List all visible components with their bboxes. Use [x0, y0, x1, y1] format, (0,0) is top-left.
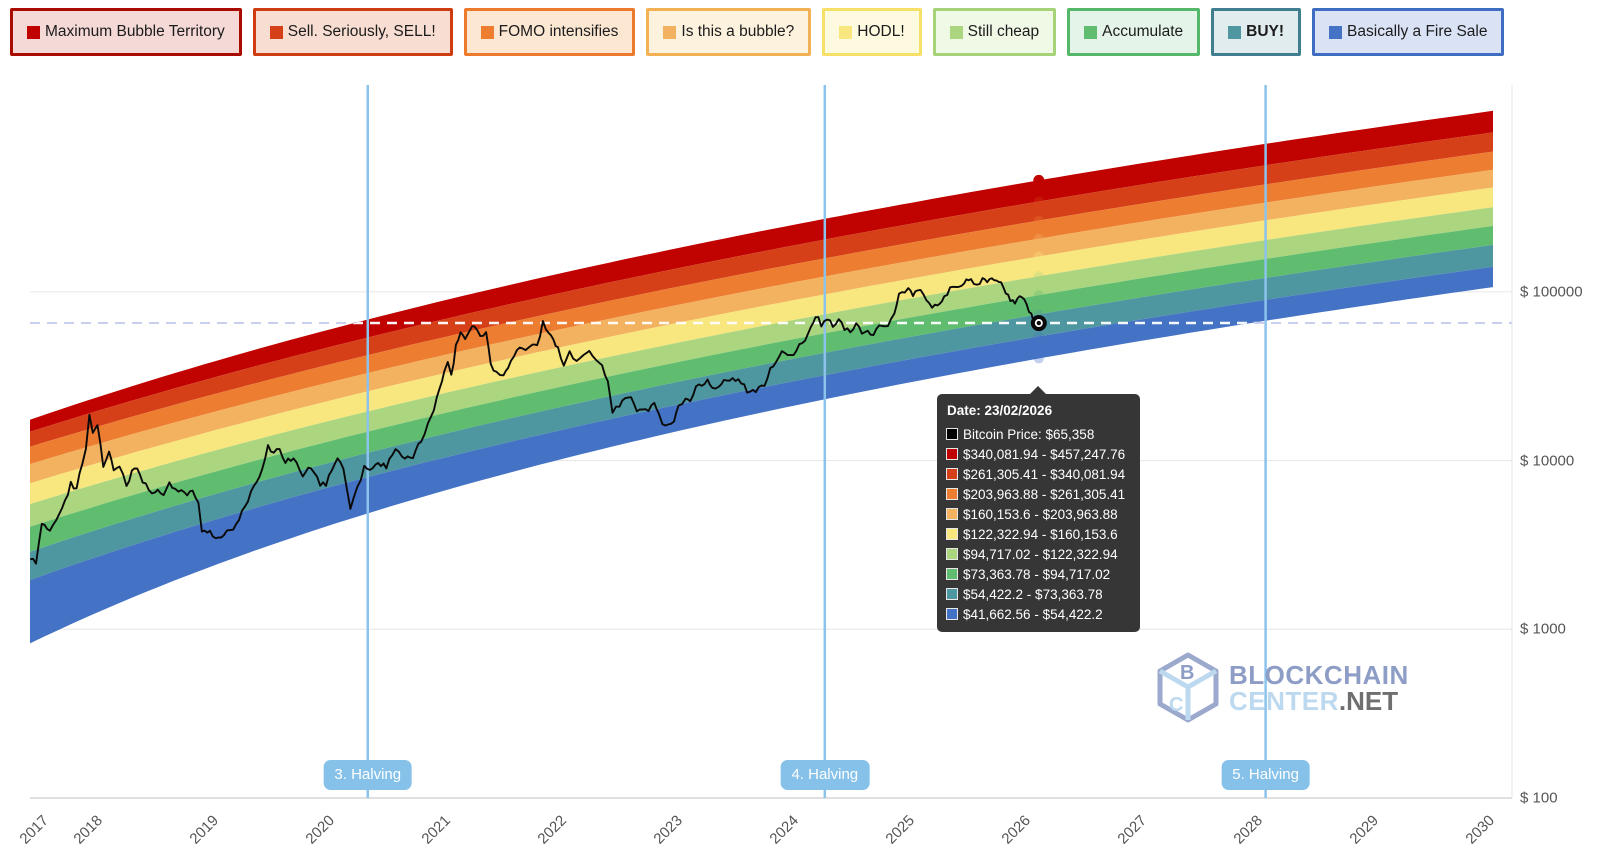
legend-chip-8[interactable]: Basically a Fire Sale — [1312, 8, 1505, 56]
legend-chip-label: FOMO intensifies — [498, 23, 619, 40]
legend-chip-7[interactable]: BUY! — [1211, 8, 1302, 56]
cube-letter-b: B — [1180, 662, 1194, 684]
y-axis-tick-label: $ 100000 — [1520, 283, 1583, 301]
tooltip-row-band-range: $94,717.02 - $122,322.94 — [946, 544, 1131, 564]
tooltip-color-swatch-icon — [946, 528, 958, 540]
y-axis-tick-label: $ 100 — [1520, 789, 1558, 807]
legend-chip-3[interactable]: Is this a bubble? — [646, 8, 812, 56]
tooltip-row-band-range: $160,153.6 - $203,963.88 — [946, 504, 1131, 524]
tooltip-row-text: $54,422.2 - $73,363.78 — [963, 586, 1103, 602]
tooltip-row-text: $73,363.78 - $94,717.02 — [963, 566, 1111, 582]
bitcoin-price-hover-dot-core — [1036, 320, 1042, 326]
tooltip-row-text: $261,305.41 - $340,081.94 — [963, 466, 1126, 482]
logo-text-blockchain: BLOCKCHAIN — [1229, 659, 1409, 690]
legend-chip-label: Sell. Seriously, SELL! — [287, 23, 436, 40]
legend-color-swatch-icon — [1329, 25, 1343, 39]
legend-color-swatch-icon — [663, 25, 677, 39]
legend-color-swatch-icon — [1228, 25, 1242, 39]
logo-text-net: .NET — [1338, 685, 1399, 716]
band-boundary-hover-dot — [1033, 271, 1044, 282]
tooltip-color-swatch-icon — [946, 548, 958, 560]
rainbow-band-2 — [30, 151, 1493, 465]
legend-chip-label: Maximum Bubble Territory — [45, 23, 225, 40]
cube-logo-icon: B C — [1157, 652, 1219, 723]
legend-chip-5[interactable]: Still cheap — [932, 8, 1057, 56]
rainbow-band-3 — [30, 169, 1493, 484]
legend-chip-6[interactable]: Accumulate — [1067, 8, 1201, 56]
rainbow-band-8 — [30, 266, 1493, 644]
legend-color-swatch-icon — [1084, 25, 1098, 39]
halving-label-pill: 5. Halving — [1221, 760, 1310, 790]
tooltip-color-swatch-icon — [946, 488, 958, 500]
tooltip-row-band-range: $73,363.78 - $94,717.02 — [946, 564, 1131, 584]
chart-tooltip: Date: 23/02/2026 Bitcoin Price: $65,358 $… — [937, 386, 1140, 632]
band-boundary-hover-dot — [1033, 290, 1044, 301]
tooltip-row-band-range: $203,963.88 - $261,305.41 — [946, 484, 1131, 504]
tooltip-row-band-range: $261,305.41 - $340,081.94 — [946, 464, 1131, 484]
band-boundary-hover-dot — [1033, 233, 1044, 244]
tooltip-color-swatch-icon — [946, 588, 958, 600]
tooltip-row-band-range: $122,322.94 - $160,153.6 — [946, 524, 1131, 544]
legend-color-swatch-icon — [480, 25, 494, 39]
band-boundary-hover-dot — [1033, 215, 1044, 226]
band-boundary-hover-dot — [1033, 353, 1044, 364]
legend-chip-1[interactable]: Sell. Seriously, SELL! — [252, 8, 453, 56]
tooltip-color-swatch-icon — [946, 468, 958, 480]
y-axis-tick-label: $ 1000 — [1520, 620, 1566, 638]
tooltip-row-text: $94,717.02 - $122,322.94 — [963, 546, 1118, 562]
rainbow-band-1 — [30, 132, 1493, 447]
rainbow-band-7 — [30, 244, 1493, 581]
cube-letter-c: C — [1169, 694, 1183, 716]
legend-chip-label: Basically a Fire Sale — [1347, 23, 1488, 40]
legend-chip-label: Is this a bubble? — [681, 23, 795, 40]
legend-color-swatch-icon — [949, 25, 963, 39]
blockchaincenter-logo: B C BLOCKCHAIN CENTER.NET — [1156, 652, 1409, 724]
legend-chip-label: HODL! — [857, 23, 905, 40]
rainbow-band-4 — [30, 187, 1493, 505]
legend-chip-label: BUY! — [1246, 23, 1285, 40]
legend-color-swatch-icon — [839, 25, 853, 39]
tooltip-row-text: Bitcoin Price: $65,358 — [963, 426, 1095, 442]
tooltip-row-bitcoin-price: Bitcoin Price: $65,358 — [946, 424, 1131, 444]
rainbow-band-6 — [30, 226, 1493, 552]
rainbow-band-0 — [30, 110, 1493, 432]
tooltip-row-text: $160,153.6 - $203,963.88 — [963, 506, 1118, 522]
tooltip-arrow — [1030, 386, 1046, 394]
band-boundary-hover-dot — [1033, 196, 1044, 207]
tooltip-color-swatch-icon — [946, 508, 958, 520]
tooltip-row-band-range: $340,081.94 - $457,247.76 — [946, 444, 1131, 464]
tooltip-color-swatch-icon — [946, 568, 958, 580]
legend-chip-2[interactable]: FOMO intensifies — [463, 8, 636, 56]
y-axis-tick-label: $ 10000 — [1520, 452, 1575, 470]
legend-chip-label: Still cheap — [967, 23, 1040, 40]
band-boundary-hover-dot — [1033, 251, 1044, 262]
tooltip-row-band-range: $41,662.56 - $54,422.2 — [946, 604, 1131, 624]
halving-label-pill: 4. Halving — [780, 760, 870, 790]
legend-color-swatch-icon — [27, 25, 40, 39]
band-boundary-hover-dot — [1033, 331, 1044, 342]
tooltip-color-swatch-icon — [946, 428, 958, 440]
bitcoin-price-line — [30, 277, 1039, 565]
tooltip-row-band-range: $54,422.2 - $73,363.78 — [946, 584, 1131, 604]
legend-chip-4[interactable]: HODL! — [822, 8, 922, 56]
tooltip-color-swatch-icon — [946, 448, 958, 460]
top-band-hover-dot — [1033, 174, 1045, 186]
band-legend: Maximum Bubble Territory Sell. Seriously,… — [10, 8, 1505, 56]
tooltip-color-swatch-icon — [946, 608, 958, 620]
tooltip-row-text: $122,322.94 - $160,153.6 — [963, 526, 1118, 542]
legend-chip-0[interactable]: Maximum Bubble Territory — [10, 8, 242, 56]
legend-chip-label: Accumulate — [1102, 23, 1184, 40]
legend-color-swatch-icon — [269, 25, 283, 39]
tooltip-row-text: $41,662.56 - $54,422.2 — [963, 606, 1103, 622]
rainbow-band-5 — [30, 207, 1493, 527]
logo-text-center: CENTER — [1229, 685, 1339, 716]
tooltip-date: Date: 23/02/2026 — [947, 403, 1053, 418]
halving-label-pill: 3. Halving — [323, 760, 413, 790]
tooltip-row-text: $340,081.94 - $457,247.76 — [963, 446, 1126, 462]
tooltip-row-text: $203,963.88 - $261,305.41 — [963, 486, 1126, 502]
